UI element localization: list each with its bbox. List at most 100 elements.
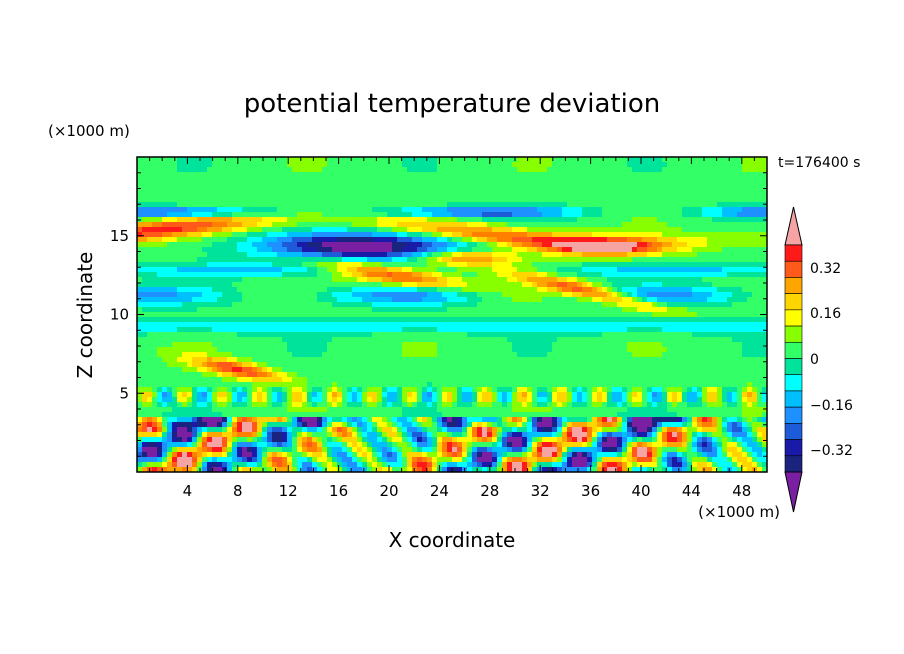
heatmap-cell — [262, 352, 268, 358]
heatmap-cell — [367, 212, 373, 218]
heatmap-cell — [422, 242, 428, 248]
heatmap-cell — [492, 242, 498, 248]
heatmap-cell — [677, 262, 683, 268]
heatmap-cell — [732, 217, 738, 223]
heatmap-cell — [202, 292, 208, 298]
heatmap-cell — [717, 192, 723, 198]
heatmap-cell — [562, 337, 568, 343]
heatmap-cell — [617, 322, 623, 328]
heatmap-cell — [417, 297, 423, 303]
heatmap-cell — [532, 307, 538, 313]
heatmap-cell — [757, 297, 763, 303]
heatmap-cell — [242, 172, 248, 178]
heatmap-cell — [712, 272, 718, 278]
heatmap-cell — [367, 302, 373, 308]
heatmap-cell — [582, 292, 588, 298]
heatmap-cell — [507, 257, 513, 263]
heatmap-cell — [617, 347, 623, 353]
heatmap-cell — [702, 237, 708, 243]
heatmap-cell — [232, 232, 238, 238]
heatmap-cell — [377, 162, 383, 168]
heatmap-cell — [612, 197, 618, 203]
heatmap-cell — [762, 242, 767, 248]
heatmap-cell — [337, 277, 343, 283]
heatmap-cell — [682, 217, 688, 223]
heatmap-cell — [472, 242, 478, 248]
heatmap-cell — [422, 212, 428, 218]
heatmap-cell — [262, 297, 268, 303]
heatmap-cell — [662, 207, 668, 213]
heatmap-cell — [707, 337, 713, 343]
heatmap-cell — [297, 172, 303, 178]
heatmap-cell — [372, 232, 378, 238]
heatmap-cell — [517, 217, 523, 223]
heatmap-cell — [237, 162, 243, 168]
heatmap-cell — [182, 202, 188, 208]
heatmap-cell — [692, 247, 698, 253]
heatmap-cell — [147, 212, 153, 218]
heatmap-cell — [432, 302, 438, 308]
heatmap-cell — [182, 212, 188, 218]
heatmap-cell — [457, 187, 463, 193]
heatmap-cell — [677, 242, 683, 248]
heatmap-cell — [502, 207, 508, 213]
heatmap-cell — [202, 267, 208, 273]
heatmap-cell — [277, 257, 283, 263]
heatmap-cell — [417, 157, 423, 163]
heatmap-cell — [377, 177, 383, 183]
heatmap-cell — [672, 167, 678, 173]
heatmap-cell — [462, 282, 468, 288]
heatmap-cell — [667, 202, 673, 208]
heatmap-cell — [362, 287, 368, 293]
heatmap-cell — [232, 192, 238, 198]
heatmap-cell — [717, 247, 723, 253]
heatmap-cell — [517, 332, 523, 338]
heatmap-cell — [562, 317, 568, 323]
heatmap-cell — [602, 257, 608, 263]
heatmap-cell — [757, 312, 763, 318]
heatmap-cell — [687, 317, 693, 323]
heatmap-cell — [342, 202, 348, 208]
heatmap-cell — [687, 207, 693, 213]
heatmap-cell — [282, 327, 288, 333]
heatmap-cell — [467, 257, 473, 263]
heatmap-cell — [407, 312, 413, 318]
heatmap-cell — [687, 197, 693, 203]
heatmap-cell — [182, 272, 188, 278]
heatmap-cell — [667, 197, 673, 203]
heatmap-cell — [142, 162, 148, 168]
heatmap-cell — [697, 312, 703, 318]
heatmap-cell — [222, 332, 228, 338]
heatmap-cell — [337, 217, 343, 223]
heatmap-cell — [322, 337, 328, 343]
heatmap-cell — [717, 307, 723, 313]
heatmap-cell — [592, 307, 598, 313]
heatmap-cell — [447, 297, 453, 303]
heatmap-cell — [462, 302, 468, 308]
heatmap-cell — [202, 227, 208, 233]
heatmap-cell — [422, 222, 428, 228]
heatmap-cell — [487, 237, 493, 243]
heatmap-cell — [147, 252, 153, 258]
heatmap-cell — [357, 247, 363, 253]
heatmap-cell — [202, 317, 208, 323]
heatmap-cell — [192, 167, 198, 173]
heatmap-cell — [282, 232, 288, 238]
heatmap-cell — [462, 352, 468, 358]
heatmap-cell — [737, 337, 743, 343]
heatmap-cell — [387, 237, 393, 243]
heatmap-cell — [472, 157, 478, 163]
heatmap-cell — [642, 157, 648, 163]
heatmap-cell — [302, 262, 308, 268]
heatmap-cell — [402, 297, 408, 303]
heatmap-cell — [702, 192, 708, 198]
heatmap-cell — [517, 207, 523, 213]
heatmap-cell — [562, 277, 568, 283]
heatmap-cell — [472, 207, 478, 213]
heatmap-cell — [517, 177, 523, 183]
heatmap-cell — [352, 247, 358, 253]
heatmap-cell — [382, 277, 388, 283]
heatmap-cell — [177, 312, 183, 318]
heatmap-cell — [212, 282, 218, 288]
heatmap-cell — [342, 252, 348, 258]
